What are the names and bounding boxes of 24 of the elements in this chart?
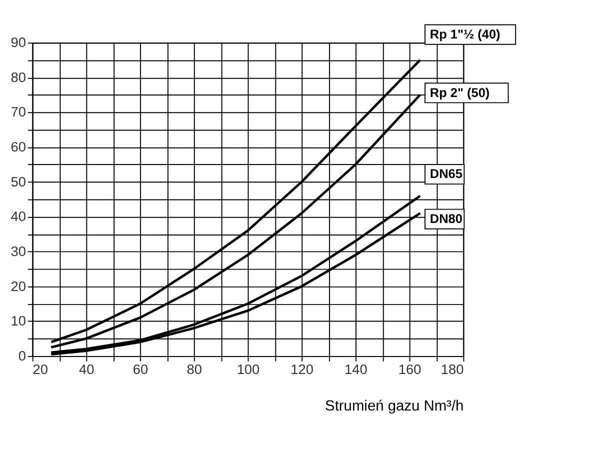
x-tick-label: 180 (440, 362, 464, 378)
x-tick-label: 120 (290, 362, 314, 378)
y-tick-label: 40 (10, 209, 26, 224)
y-tick-label: 70 (10, 104, 26, 120)
y-tick-label: 30 (10, 244, 26, 259)
series-label: Rp 2" (50) (430, 84, 490, 100)
x-axis-title: Strumień gazu Nm³/h (325, 398, 464, 414)
y-tick-label: 20 (10, 278, 26, 294)
y-tick-label: 50 (10, 174, 26, 190)
x-tick-label: 60 (132, 362, 149, 378)
x-tick-label: 20 (32, 362, 48, 378)
x-tick-label: 140 (344, 362, 368, 378)
y-tick-label: 60 (10, 139, 26, 154)
series-label: Rp 1"½ (40) (430, 26, 500, 42)
x-tick-label: 100 (236, 362, 260, 378)
x-tick-label: 160 (398, 362, 422, 378)
y-tick-label: 80 (10, 70, 26, 85)
y-tick-label: 90 (10, 35, 26, 50)
x-tick-label: 40 (79, 362, 95, 378)
series-label: DN65 (430, 166, 462, 182)
y-tick-label: 0 (18, 348, 26, 364)
series-label: DN80 (430, 211, 462, 226)
x-tick-label: 80 (186, 362, 202, 378)
y-tick-label: 10 (10, 314, 26, 329)
